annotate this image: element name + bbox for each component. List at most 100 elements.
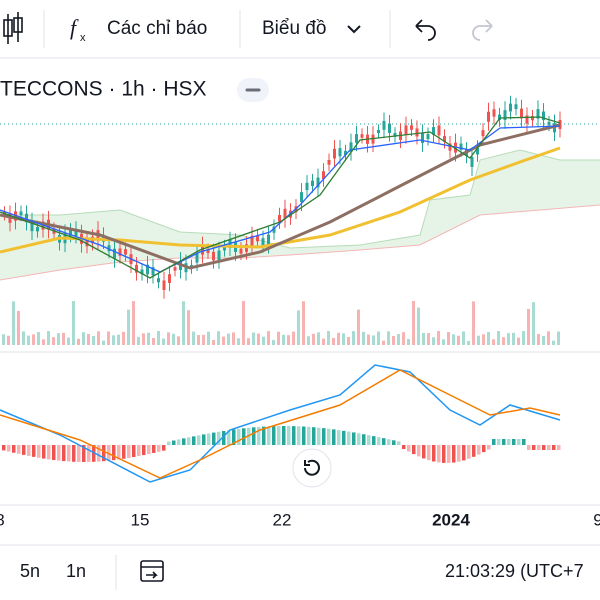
macd-histogram — [122, 445, 126, 459]
reset-button[interactable] — [292, 448, 332, 488]
volume-bar — [462, 331, 465, 345]
macd-histogram — [427, 445, 431, 461]
volume-bar — [482, 334, 485, 345]
macd-histogram — [437, 445, 441, 463]
undo-button[interactable] — [415, 19, 436, 41]
volume-bar — [397, 334, 400, 345]
candle-body — [206, 249, 210, 254]
candle-body — [30, 221, 34, 232]
candle-body — [432, 127, 435, 135]
macd-histogram — [317, 427, 321, 445]
volume-bar — [357, 309, 360, 345]
macd-histogram — [272, 426, 276, 445]
macd-histogram — [337, 430, 341, 445]
macd-histogram — [172, 440, 176, 445]
candle-body — [558, 120, 562, 130]
volume-bar — [392, 335, 395, 345]
volume-bar — [417, 307, 420, 345]
volume-bar — [242, 301, 245, 345]
volume-bar — [137, 336, 140, 345]
volume-bar — [167, 332, 170, 345]
fx-icon[interactable]: f — [70, 15, 79, 40]
macd-histogram — [432, 445, 436, 462]
macd-histogram — [537, 445, 541, 450]
macd-histogram — [502, 439, 506, 445]
volume-bar — [442, 339, 445, 345]
candle-body — [531, 116, 534, 121]
candle-body — [437, 125, 441, 136]
volume-bar — [507, 333, 510, 345]
volume-bar — [212, 340, 215, 345]
macd-histogram — [402, 445, 406, 450]
candle-body — [151, 267, 155, 276]
macd-histogram — [217, 431, 221, 445]
candle-body — [388, 123, 391, 134]
candle-body — [448, 143, 452, 151]
macd-histogram — [222, 430, 226, 445]
volume-bar — [292, 331, 295, 345]
candle-body — [459, 143, 463, 150]
candle-body — [349, 142, 353, 152]
kijun — [0, 125, 561, 273]
volume-bar — [382, 340, 385, 345]
macd-histogram — [212, 432, 216, 445]
volume-bar — [337, 332, 340, 345]
macd-histogram — [177, 439, 181, 445]
chart-style-button[interactable]: Biểu đồ — [262, 18, 326, 39]
candle-body — [410, 125, 413, 130]
volume-bar — [422, 332, 425, 345]
candle-body — [19, 211, 23, 216]
signal-line — [0, 369, 561, 479]
macd-histogram — [57, 445, 61, 461]
symbol-title: TECCONS · 1h · HSX — [0, 78, 207, 101]
volume-bar — [487, 332, 490, 345]
macd-histogram — [22, 445, 26, 455]
volume-bar — [117, 334, 120, 345]
volume-bar — [557, 331, 560, 345]
macd-histogram — [142, 445, 146, 456]
indicators-button[interactable]: Các chỉ báo — [107, 18, 207, 39]
date-range-button[interactable] — [140, 560, 164, 582]
candle-body — [525, 115, 529, 124]
macd-histogram — [17, 445, 21, 454]
macd-histogram — [127, 445, 131, 458]
macd-histogram — [307, 426, 311, 445]
x-tick-label: 15 — [131, 510, 150, 529]
volume-bar — [37, 331, 40, 345]
volume-bar — [427, 333, 430, 345]
candle-body — [377, 129, 380, 134]
candle-body — [344, 150, 347, 156]
volume-bar — [267, 331, 270, 345]
macd-histogram — [527, 445, 531, 450]
volume-bar — [297, 310, 300, 345]
macd-histogram — [237, 428, 241, 445]
volume-bar — [72, 301, 75, 345]
macd-histogram — [147, 445, 151, 455]
candle-body — [333, 148, 336, 159]
macd-histogram — [297, 426, 301, 445]
macd-histogram — [37, 445, 41, 458]
range-button[interactable]: 1n — [66, 561, 86, 581]
candle-body — [322, 171, 325, 179]
volume-bar — [307, 336, 310, 345]
range-button[interactable]: 5n — [20, 561, 40, 581]
volume-bar — [407, 338, 410, 345]
macd-histogram — [477, 445, 481, 455]
candle-body — [536, 109, 540, 119]
volume-bar — [287, 335, 290, 345]
volume-bar — [177, 336, 180, 345]
volume-bar — [262, 336, 265, 345]
volume-bar — [82, 332, 85, 345]
volume-bar — [202, 334, 205, 345]
candle-body — [338, 148, 342, 157]
redo-button[interactable] — [472, 19, 493, 41]
candle-body — [470, 156, 474, 167]
candle-body — [503, 110, 507, 120]
macd-histogram — [417, 445, 421, 457]
ichimoku-cloud — [0, 150, 600, 280]
volume-bar — [152, 337, 155, 345]
macd-histogram — [332, 429, 336, 445]
candle-icon[interactable] — [3, 12, 23, 44]
candle-body — [311, 180, 314, 187]
